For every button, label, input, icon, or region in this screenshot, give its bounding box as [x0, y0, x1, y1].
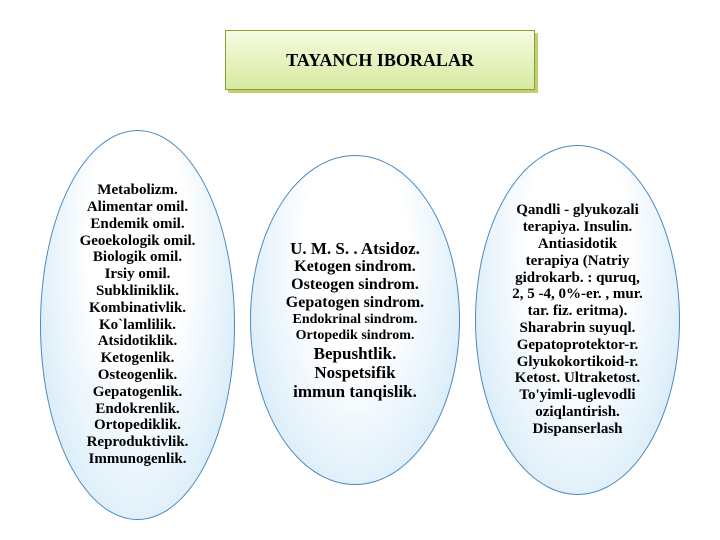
- ellipse-right-line: Sharabrin suyuql.: [520, 320, 636, 337]
- ellipse-left-line: Osteogenlik.: [98, 367, 178, 384]
- ellipse-left-line: Irsiy omil.: [105, 266, 171, 283]
- ellipse-left-line: Kombinativlik.: [89, 300, 186, 317]
- ellipse-right-line: Antiasidotik: [538, 236, 617, 253]
- ellipse-left-line: Immunogenlik.: [89, 451, 187, 468]
- ellipse-right-line: 2, 5 -4, 0%-er. , mur.: [512, 286, 643, 303]
- ellipse-left-line: Metabolizm.: [97, 182, 177, 199]
- ellipse-left-line: Endemik omil.: [90, 216, 184, 233]
- ellipse-right-line: To'yimli-uglevodli: [519, 387, 635, 404]
- ellipse-middle-line: Gepatogen sindrom.: [286, 294, 424, 312]
- ellipse-right: Qandli - glyukozaliterapiya. Insulin.Ant…: [475, 145, 680, 495]
- ellipse-right-line: Ketost. Ultraketost.: [515, 370, 640, 387]
- ellipse-left-line: Alimentar omil.: [87, 199, 188, 216]
- ellipse-right-line: Gepatoprotektor-r.: [517, 337, 639, 354]
- ellipse-left: Metabolizm.Alimentar omil.Endemik omil.G…: [40, 130, 235, 520]
- ellipse-left-content: Metabolizm.Alimentar omil.Endemik omil.G…: [53, 182, 222, 468]
- ellipse-left-line: Ketogenlik.: [101, 350, 175, 367]
- title-box: TAYANCH IBORALAR: [225, 30, 535, 90]
- ellipse-left-line: Gepatogenlik.: [93, 384, 183, 401]
- ellipse-middle-line: U. M. S. . Atsidoz.: [290, 239, 420, 258]
- title-text: TAYANCH IBORALAR: [286, 50, 474, 71]
- ellipse-left-line: Reproduktivlik.: [87, 434, 189, 451]
- ellipse-right-line: Dispanserlash: [532, 421, 622, 438]
- ellipse-left-line: Subkliniklik.: [96, 283, 179, 300]
- ellipse-middle-content: U. M. S. . Atsidoz.Ketogen sindrom.Osteo…: [263, 239, 447, 400]
- ellipse-middle: U. M. S. . Atsidoz.Ketogen sindrom.Osteo…: [250, 155, 460, 485]
- ellipse-right-line: oziqlantirish.: [535, 404, 620, 421]
- ellipse-right-line: tar. fiz. eritma).: [528, 303, 628, 320]
- ellipse-left-line: Endokrenlik.: [95, 401, 179, 418]
- ellipse-middle-line: Nospetsifik: [314, 363, 395, 382]
- ellipse-middle-line: Endokrinal sindrom.: [292, 312, 417, 328]
- ellipse-middle-line: immun tanqislik.: [293, 382, 417, 401]
- ellipse-right-line: Qandli - glyukozali: [516, 202, 639, 219]
- ellipse-right-line: Glyukokortikoid-r.: [517, 354, 639, 371]
- ellipse-middle-line: Ortopedik sindrom.: [296, 328, 415, 344]
- ellipse-middle-line: Ketogen sindrom.: [294, 258, 415, 276]
- ellipse-right-line: gidrokarb. : quruq,: [515, 270, 640, 287]
- ellipse-right-content: Qandli - glyukozaliterapiya. Insulin.Ant…: [488, 202, 667, 437]
- ellipse-right-line: terapiya (Natriy: [526, 253, 630, 270]
- ellipse-left-line: Biologik omil.: [93, 249, 182, 266]
- ellipse-right-line: terapiya. Insulin.: [523, 219, 633, 236]
- ellipse-middle-line: Bepushtlik.: [314, 344, 397, 363]
- ellipse-left-line: Ortopediklik.: [94, 417, 181, 434]
- ellipse-left-line: Ko`lamlilik.: [99, 317, 176, 334]
- ellipse-left-line: Geoekologik omil.: [80, 233, 196, 250]
- ellipse-left-line: Atsidotiklik.: [98, 333, 178, 350]
- ellipse-middle-line: Osteogen sindrom.: [291, 276, 419, 294]
